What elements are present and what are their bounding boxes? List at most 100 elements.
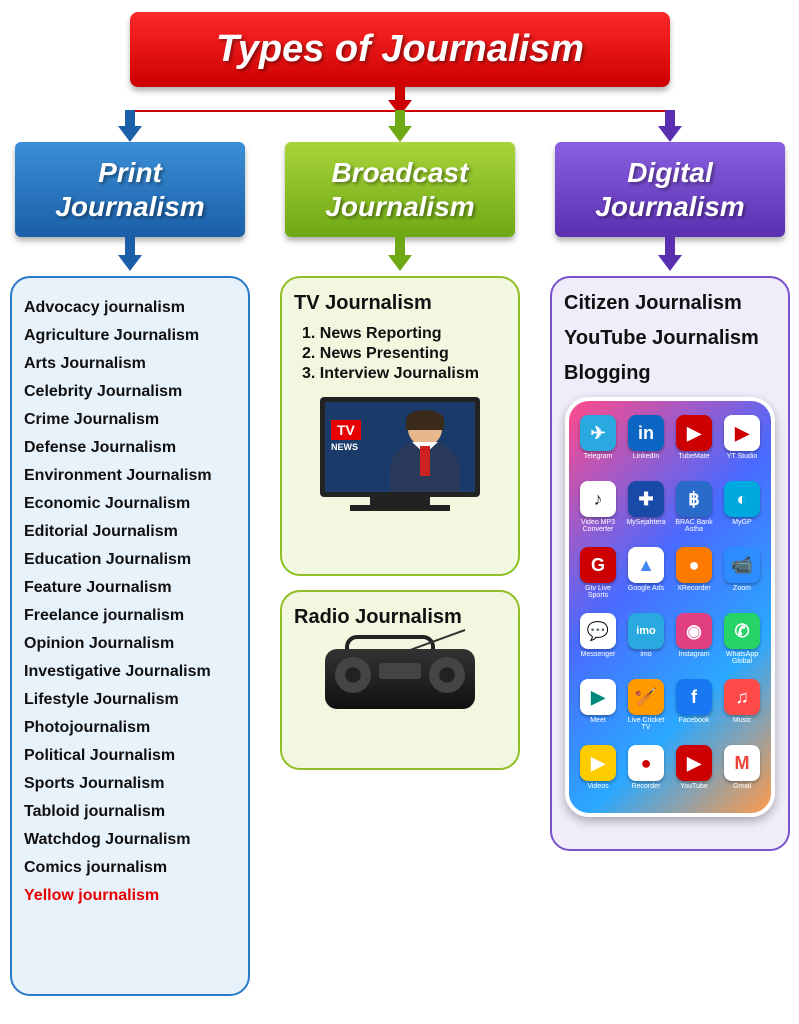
print-item: Feature Journalism bbox=[24, 576, 236, 600]
app-label: Videos bbox=[587, 783, 608, 790]
app-icon: ● bbox=[676, 547, 712, 583]
print-item: Yellow journalism bbox=[24, 884, 236, 908]
app-label: MySejahtera bbox=[626, 519, 665, 526]
app-mysejahtera: ✚MySejahtera bbox=[625, 481, 667, 541]
app-mygp: ◐ MyGP bbox=[721, 481, 763, 541]
app-icon: in bbox=[628, 415, 664, 451]
arrow-digital-head bbox=[658, 126, 682, 142]
app-videos: ▶ Videos bbox=[577, 745, 619, 805]
arrow-print2-head bbox=[118, 255, 142, 271]
category-print: PrintJournalism bbox=[15, 142, 245, 237]
phone-graphic: ✈TelegraminLinkedIn▶TubeMate▶YT Studio♪V… bbox=[565, 397, 775, 817]
print-item: Arts Journalism bbox=[24, 352, 236, 376]
category-broadcast: BroadcastJournalism bbox=[285, 142, 515, 237]
arrow-digital2-head bbox=[658, 255, 682, 271]
app-meet: ▶Meet bbox=[577, 679, 619, 739]
app-label: XRecorder bbox=[677, 585, 710, 592]
app-label: Gtv Live Sports bbox=[577, 585, 619, 599]
app-label: imo bbox=[640, 651, 651, 658]
app-icon: ฿ bbox=[676, 481, 712, 517]
app-icon: imo bbox=[628, 613, 664, 649]
app-instagram: ◉ Instagram bbox=[673, 613, 715, 673]
print-item: Economic Journalism bbox=[24, 492, 236, 516]
app-icon: 🏏 bbox=[628, 679, 664, 715]
print-item: Freelance journalism bbox=[24, 604, 236, 628]
app-zoom: 📹Zoom bbox=[721, 547, 763, 607]
radio-heading: Radio Journalism bbox=[294, 606, 506, 629]
arrow-digital2-stem bbox=[665, 237, 675, 257]
app-label: Facebook bbox=[679, 717, 710, 724]
digital-item: YouTube Journalism bbox=[564, 327, 776, 350]
app-label: MyGP bbox=[732, 519, 751, 526]
app-recorder: ●Recorder bbox=[625, 745, 667, 805]
arrow-print-head bbox=[118, 126, 142, 142]
digital-list: Citizen Journalism YouTube Journalism Blog… bbox=[564, 292, 776, 385]
app-live-cricket-tv: 🏏 Live Cricket TV bbox=[625, 679, 667, 739]
app-label: Gmail bbox=[733, 783, 751, 790]
title-box: Types of Journalism bbox=[130, 12, 670, 87]
app-icon: ▶ bbox=[580, 679, 616, 715]
app-label: Google Ads bbox=[628, 585, 664, 592]
tv-sublabel: NEWS bbox=[331, 442, 358, 452]
app-icon: ♪ bbox=[580, 481, 616, 517]
arrow-title-down bbox=[395, 87, 405, 101]
tv-list: 1. News Reporting2. News Presenting3. In… bbox=[294, 325, 506, 383]
app-label: TubeMate bbox=[678, 453, 709, 460]
panel-digital: Citizen Journalism YouTube Journalism Blog… bbox=[550, 276, 790, 851]
app-icon: ▶ bbox=[580, 745, 616, 781]
app-gmail: M Gmail bbox=[721, 745, 763, 805]
app-video-mp3-converter: ♪Video MP3 Converter bbox=[577, 481, 619, 541]
app-label: Instagram bbox=[678, 651, 709, 658]
arrow-print2-stem bbox=[125, 237, 135, 257]
app-brac-bank-astha: ฿ BRAC Bank Astha bbox=[673, 481, 715, 541]
tv-anchor bbox=[385, 412, 465, 497]
app-linkedin: in LinkedIn bbox=[625, 415, 667, 475]
app-label: WhatsApp Global bbox=[721, 651, 763, 665]
arrow-broadcast2-head bbox=[388, 255, 412, 271]
app-xrecorder: ● XRecorder bbox=[673, 547, 715, 607]
app-icon: ▶ bbox=[724, 415, 760, 451]
app-icon: M bbox=[724, 745, 760, 781]
app-label: LinkedIn bbox=[633, 453, 659, 460]
panel-broadcast-tv: TV Journalism 1. News Reporting2. News P… bbox=[280, 276, 520, 576]
app-icon: ✆ bbox=[724, 613, 760, 649]
app-label: YouTube bbox=[680, 783, 708, 790]
panel-broadcast-radio: Radio Journalism bbox=[280, 590, 520, 770]
digital-item: Citizen Journalism bbox=[564, 292, 776, 315]
arrow-broadcast-head bbox=[388, 126, 412, 142]
print-item: Crime Journalism bbox=[24, 408, 236, 432]
app-gtv-live-sports: GGtv Live Sports bbox=[577, 547, 619, 607]
app-icon: ◐ bbox=[724, 481, 760, 517]
print-item: Celebrity Journalism bbox=[24, 380, 236, 404]
tv-item: 3. Interview Journalism bbox=[302, 365, 506, 383]
tv-heading: TV Journalism bbox=[294, 292, 506, 315]
digital-item: Blogging bbox=[564, 362, 776, 385]
tv-label: TV bbox=[331, 420, 361, 440]
print-item: Comics journalism bbox=[24, 856, 236, 880]
radio-graphic bbox=[315, 649, 485, 739]
app-icon: ✈ bbox=[580, 415, 616, 451]
app-messenger: 💬Messenger bbox=[577, 613, 619, 673]
print-item: Opinion Journalism bbox=[24, 632, 236, 656]
app-label: BRAC Bank Astha bbox=[673, 519, 715, 533]
app-icon: f bbox=[676, 679, 712, 715]
app-imo: imo imo bbox=[625, 613, 667, 673]
print-item: Watchdog Journalism bbox=[24, 828, 236, 852]
print-item: Education Journalism bbox=[24, 548, 236, 572]
app-telegram: ✈Telegram bbox=[577, 415, 619, 475]
print-item: Tabloid journalism bbox=[24, 800, 236, 824]
print-item: Agriculture Journalism bbox=[24, 324, 236, 348]
app-youtube: ▶ YouTube bbox=[673, 745, 715, 805]
app-icon: ▶ bbox=[676, 745, 712, 781]
print-item: Photojournalism bbox=[24, 716, 236, 740]
app-label: YT Studio bbox=[727, 453, 758, 460]
app-label: Messenger bbox=[581, 651, 616, 658]
app-icon: ♫ bbox=[724, 679, 760, 715]
app-facebook: f Facebook bbox=[673, 679, 715, 739]
app-icon: ◉ bbox=[676, 613, 712, 649]
tv-graphic: TV NEWS bbox=[315, 397, 485, 517]
app-icon: ▲ bbox=[628, 547, 664, 583]
app-label: Music bbox=[733, 717, 751, 724]
app-label: Live Cricket TV bbox=[625, 717, 667, 731]
tv-item: 1. News Reporting bbox=[302, 325, 506, 343]
